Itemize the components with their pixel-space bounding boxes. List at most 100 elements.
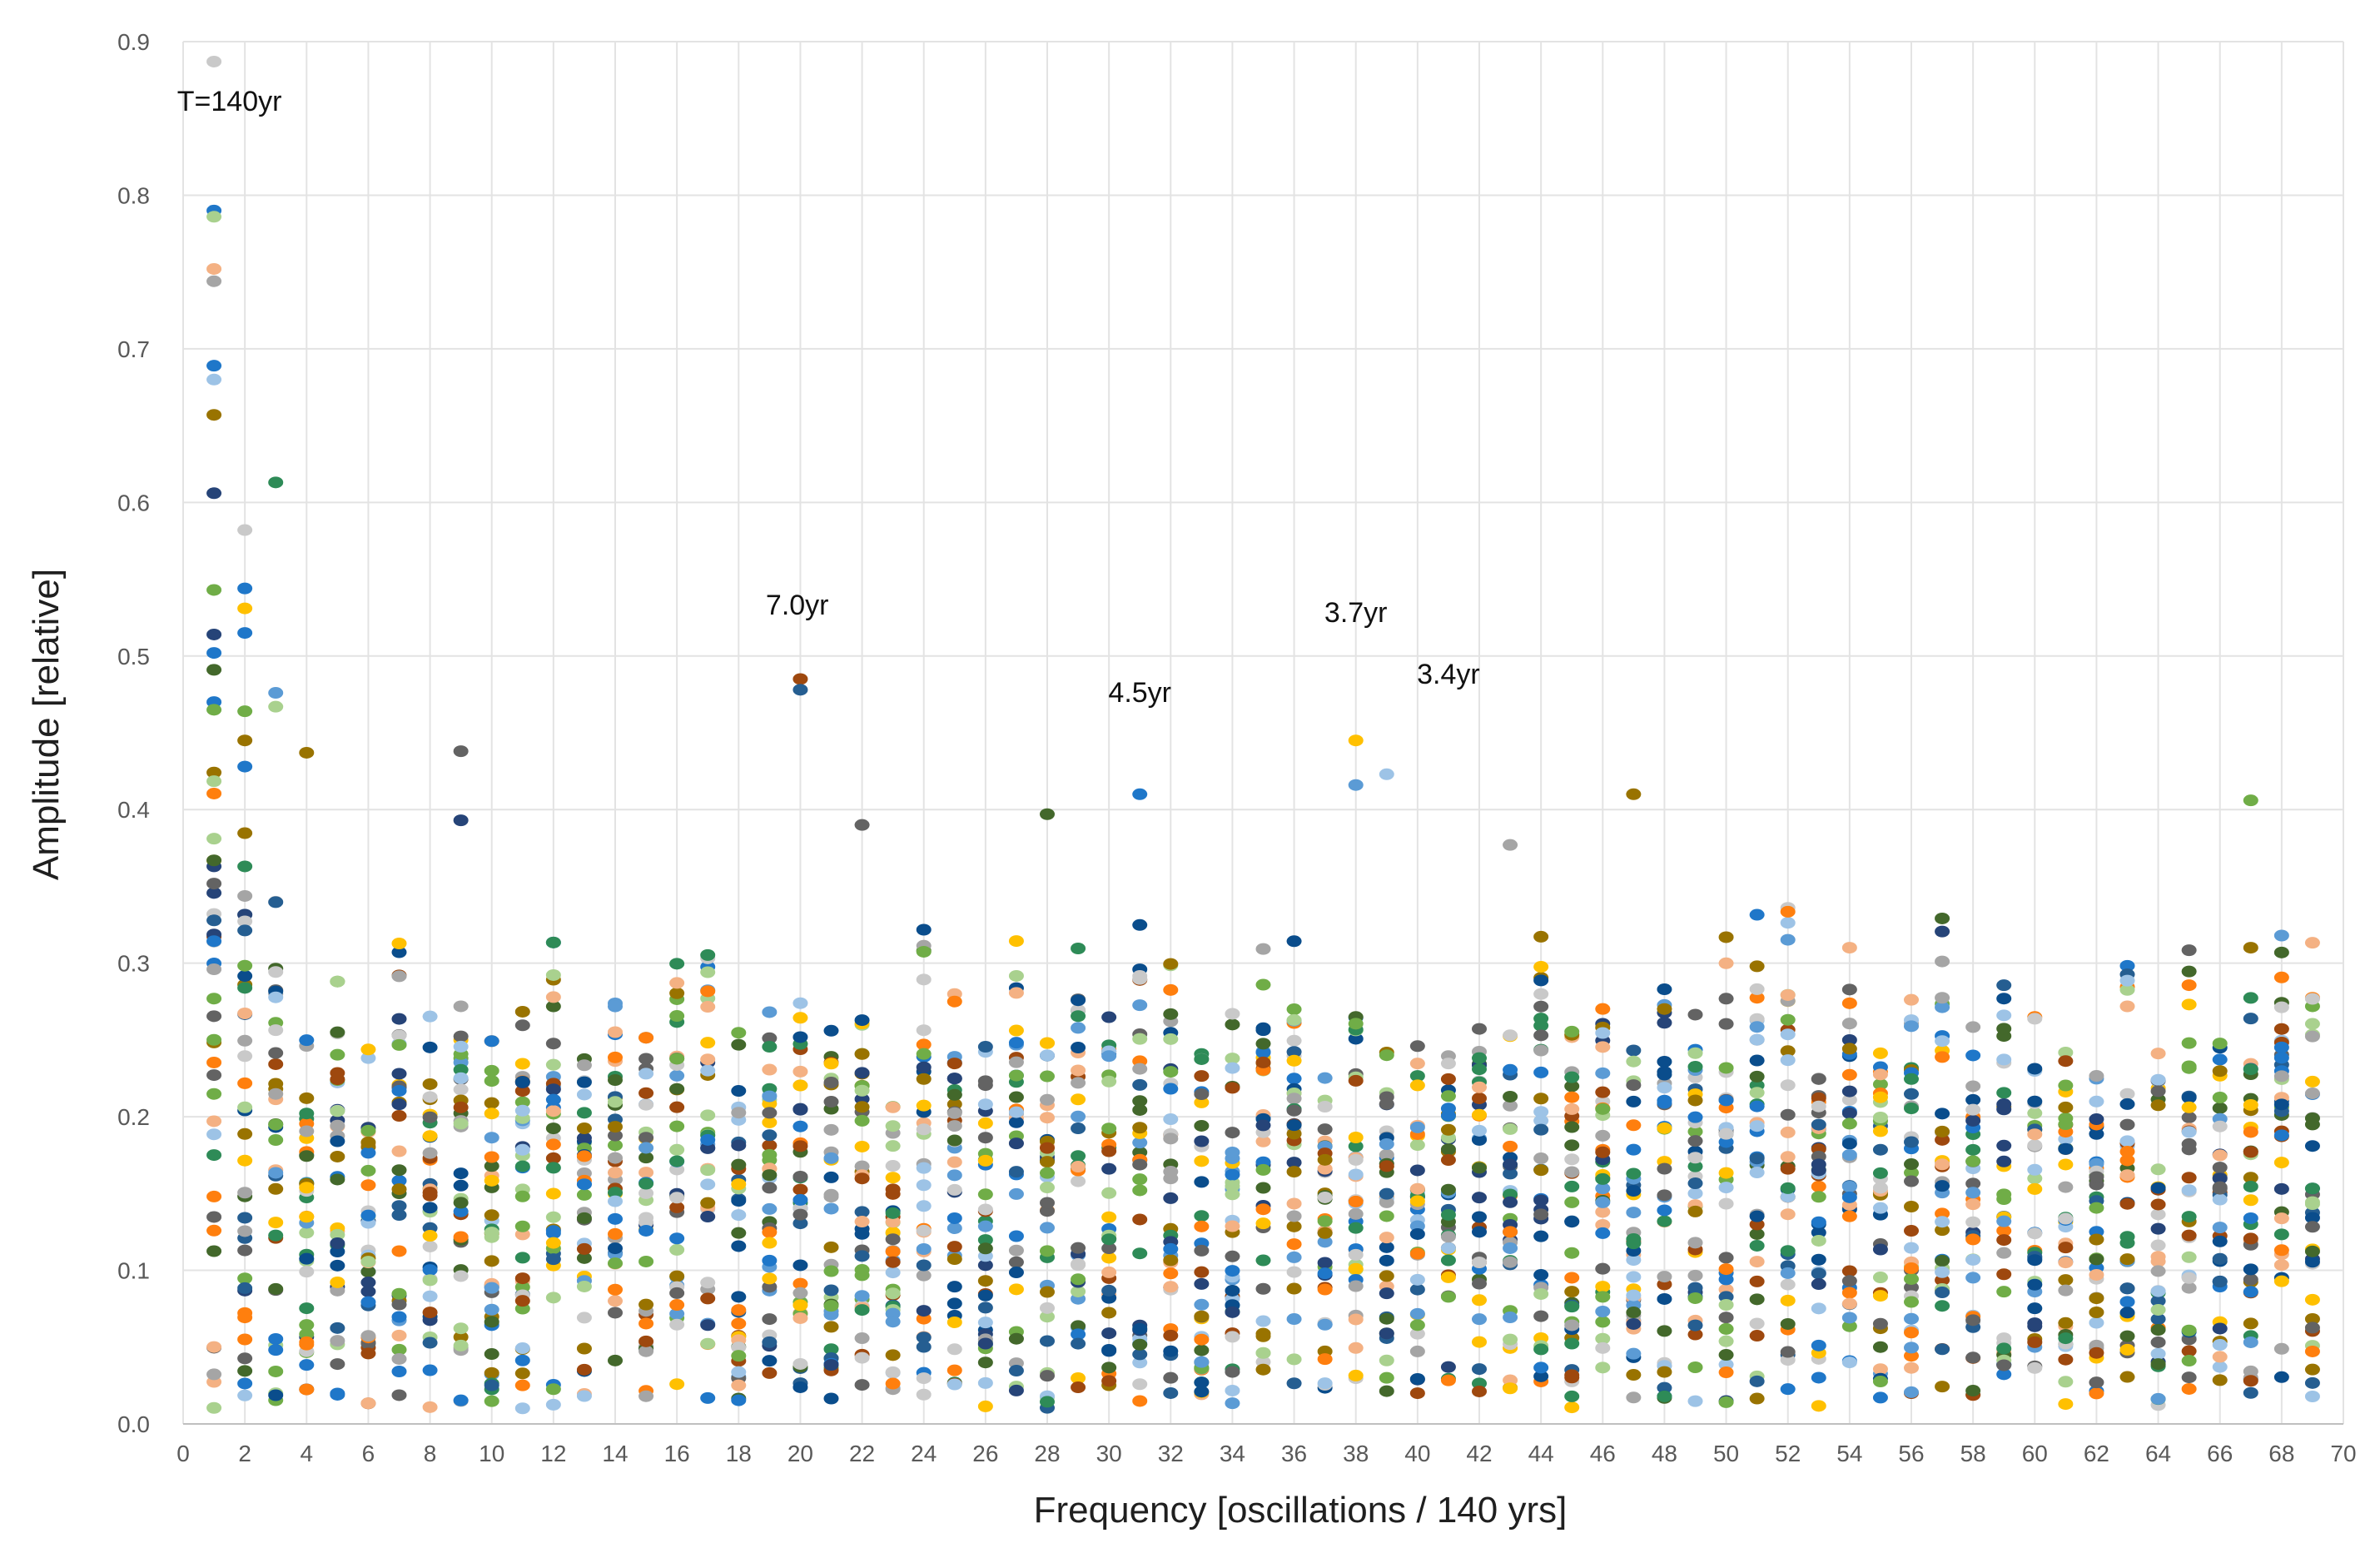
data-point xyxy=(2150,1265,2166,1277)
data-point xyxy=(1780,1028,1796,1041)
data-point xyxy=(1533,1093,1549,1105)
data-point xyxy=(484,1231,499,1243)
data-point xyxy=(484,1160,499,1172)
data-point xyxy=(823,1024,839,1037)
data-point xyxy=(885,1207,901,1219)
data-point xyxy=(762,1107,778,1119)
data-point xyxy=(1965,1114,1981,1127)
data-point xyxy=(1904,1242,1919,1254)
data-point xyxy=(1132,1137,1148,1149)
data-point xyxy=(1780,1278,1796,1291)
data-point xyxy=(2150,1324,2166,1336)
data-point xyxy=(1533,1029,1549,1042)
data-point xyxy=(2304,993,2320,1005)
data-point xyxy=(1472,1081,1487,1093)
data-point xyxy=(545,1083,561,1096)
data-point xyxy=(576,1122,592,1135)
data-point xyxy=(1595,1172,1611,1185)
data-point xyxy=(422,1187,438,1199)
data-point xyxy=(762,1202,778,1215)
data-point xyxy=(1780,1346,1796,1358)
data-point xyxy=(669,1083,685,1095)
data-point xyxy=(854,1014,870,1027)
data-point xyxy=(793,1103,808,1115)
data-point xyxy=(731,1304,747,1317)
data-point xyxy=(947,1316,962,1328)
data-point xyxy=(453,1231,469,1243)
data-point xyxy=(1071,1077,1086,1089)
y-tick-label: 0.7 xyxy=(117,336,150,362)
data-point xyxy=(1718,1312,1734,1324)
data-point xyxy=(1841,1312,1857,1324)
data-point xyxy=(608,1051,623,1063)
data-point xyxy=(1440,1231,1456,1243)
data-point xyxy=(1255,1135,1271,1147)
data-point xyxy=(2273,1342,2289,1355)
x-tick-label: 24 xyxy=(911,1441,937,1466)
data-point xyxy=(793,1140,808,1152)
data-point xyxy=(947,1107,962,1119)
data-point xyxy=(453,1167,469,1180)
data-point xyxy=(1472,1377,1487,1390)
data-point xyxy=(1996,1234,2012,1247)
data-point xyxy=(1409,1372,1425,1385)
data-point xyxy=(1132,1184,1148,1197)
data-point xyxy=(1317,1236,1333,1248)
data-point xyxy=(1440,1254,1456,1267)
data-point xyxy=(2119,983,2135,996)
data-point xyxy=(1595,1281,1611,1293)
data-point xyxy=(762,1237,778,1249)
data-point xyxy=(1225,1008,1240,1020)
data-point xyxy=(1225,1384,1240,1396)
data-point xyxy=(1780,1182,1796,1194)
data-point xyxy=(1841,1018,1857,1030)
data-point xyxy=(1071,1285,1086,1297)
data-point xyxy=(916,1388,932,1401)
data-point xyxy=(2243,1126,2258,1138)
data-point xyxy=(947,1169,962,1182)
data-point xyxy=(1657,1017,1672,1029)
data-point xyxy=(1040,1245,1055,1257)
data-point xyxy=(2119,1253,2135,1266)
data-point xyxy=(700,1164,716,1177)
data-point xyxy=(237,1127,253,1140)
data-point xyxy=(947,1073,962,1085)
data-point xyxy=(391,1110,407,1122)
data-point xyxy=(1626,1119,1642,1132)
x-tick-label: 42 xyxy=(1466,1441,1492,1466)
data-point xyxy=(1440,1183,1456,1196)
data-point xyxy=(1533,1123,1549,1136)
data-point xyxy=(545,1162,561,1174)
data-point xyxy=(1595,1027,1611,1039)
data-point xyxy=(1440,1143,1456,1156)
data-point xyxy=(700,1292,716,1305)
data-point xyxy=(1904,1136,1919,1148)
data-point xyxy=(206,1368,222,1381)
data-point xyxy=(2181,1345,2197,1357)
data-point xyxy=(977,1356,993,1369)
data-point xyxy=(1841,1265,1857,1277)
data-point xyxy=(545,1237,561,1249)
data-point xyxy=(1904,1262,1919,1275)
data-point xyxy=(2243,1098,2258,1111)
data-point xyxy=(2181,979,2197,992)
data-point xyxy=(1780,1013,1796,1026)
data-point xyxy=(1780,1079,1796,1092)
data-point xyxy=(823,1123,839,1136)
data-point xyxy=(576,1363,592,1376)
data-point xyxy=(1749,1239,1765,1252)
data-point xyxy=(1872,1112,1888,1124)
data-point xyxy=(2212,1339,2228,1351)
data-point xyxy=(1841,1068,1857,1081)
data-point xyxy=(1965,1049,1981,1062)
data-point xyxy=(1071,1371,1086,1384)
data-point xyxy=(1040,1049,1055,1062)
data-point xyxy=(885,1366,901,1378)
data-point xyxy=(2089,1376,2104,1389)
data-point xyxy=(299,1211,315,1223)
data-point xyxy=(1040,1396,1055,1408)
data-point-peak xyxy=(1040,808,1055,820)
data-point xyxy=(638,1087,654,1099)
data-point xyxy=(1194,1176,1210,1188)
data-point-peak xyxy=(206,584,222,596)
